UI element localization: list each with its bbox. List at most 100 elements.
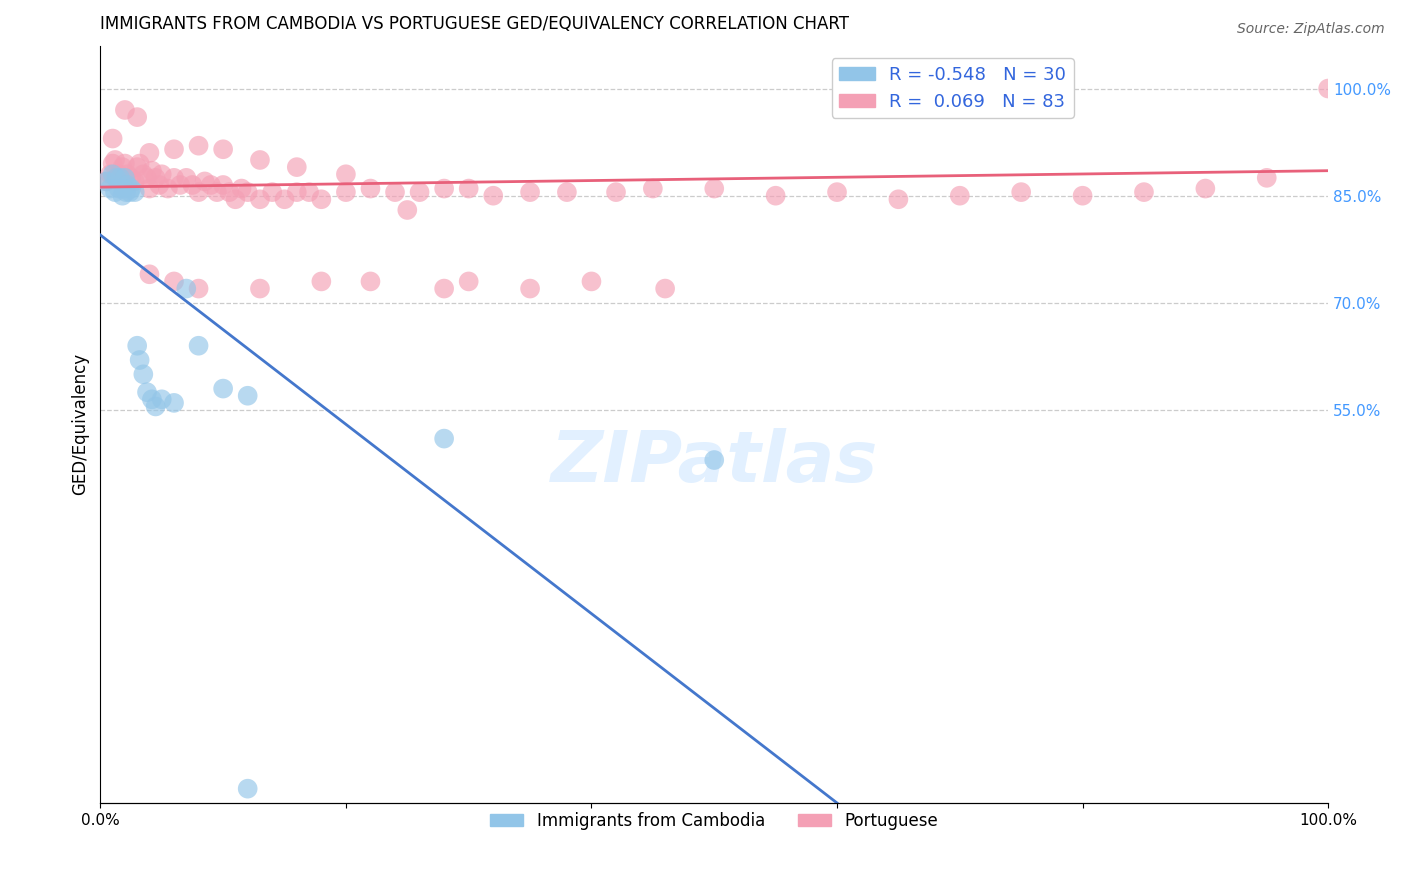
Legend: Immigrants from Cambodia, Portuguese: Immigrants from Cambodia, Portuguese: [484, 805, 945, 837]
Point: [311, 192, 333, 206]
Point: [519, 185, 541, 199]
Point: [127, 160, 149, 174]
Point: [156, 181, 179, 195]
Text: IMMIGRANTS FROM CAMBODIA VS PORTUGUESE GED/EQUIVALENCY CORRELATION CHART: IMMIGRANTS FROM CAMBODIA VS PORTUGUESE G…: [100, 15, 849, 33]
Point: [236, 185, 259, 199]
Point: [1071, 188, 1094, 202]
Point: [117, 167, 139, 181]
Point: [654, 282, 676, 296]
Point: [150, 392, 173, 407]
Y-axis label: GED/Equivalency: GED/Equivalency: [72, 353, 89, 495]
Point: [605, 185, 627, 199]
Point: [231, 181, 253, 195]
Point: [335, 185, 357, 199]
Point: [433, 181, 456, 195]
Point: [641, 181, 664, 195]
Point: [205, 185, 228, 199]
Point: [132, 368, 155, 382]
Point: [433, 432, 456, 446]
Point: [285, 160, 308, 174]
Point: [124, 174, 146, 188]
Point: [482, 188, 505, 202]
Point: [105, 170, 128, 185]
Point: [138, 181, 160, 195]
Point: [433, 282, 456, 296]
Point: [107, 167, 129, 181]
Point: [145, 170, 167, 185]
Point: [212, 142, 235, 156]
Point: [1010, 185, 1032, 199]
Point: [273, 192, 295, 206]
Point: [298, 185, 321, 199]
Point: [127, 110, 149, 124]
Point: [107, 181, 129, 195]
Point: [187, 185, 209, 199]
Point: [114, 103, 136, 117]
Point: [703, 453, 725, 467]
Point: [163, 275, 186, 289]
Point: [187, 282, 209, 296]
Point: [163, 142, 186, 156]
Point: [114, 156, 136, 170]
Point: [136, 170, 159, 185]
Point: [1133, 185, 1156, 199]
Point: [132, 167, 155, 181]
Point: [187, 138, 209, 153]
Point: [101, 156, 124, 170]
Point: [163, 396, 186, 410]
Point: [111, 160, 134, 174]
Point: [396, 202, 419, 217]
Point: [555, 185, 578, 199]
Point: [887, 192, 910, 206]
Point: [311, 275, 333, 289]
Point: [127, 339, 149, 353]
Point: [104, 185, 127, 199]
Point: [96, 174, 118, 188]
Point: [96, 174, 118, 188]
Point: [262, 185, 284, 199]
Point: [384, 185, 406, 199]
Point: [124, 185, 146, 199]
Point: [163, 170, 186, 185]
Point: [112, 181, 135, 195]
Point: [136, 385, 159, 400]
Point: [138, 267, 160, 281]
Point: [114, 170, 136, 185]
Point: [150, 167, 173, 181]
Point: [111, 188, 134, 202]
Point: [104, 153, 127, 167]
Point: [187, 339, 209, 353]
Point: [128, 353, 150, 368]
Point: [285, 185, 308, 199]
Point: [1194, 181, 1216, 195]
Point: [118, 185, 141, 199]
Point: [138, 145, 160, 160]
Point: [212, 178, 235, 192]
Point: [194, 174, 217, 188]
Point: [825, 185, 848, 199]
Point: [101, 131, 124, 145]
Point: [148, 178, 170, 192]
Point: [1317, 81, 1340, 95]
Point: [169, 178, 191, 192]
Text: ZIPatlas: ZIPatlas: [551, 427, 877, 497]
Point: [120, 170, 142, 185]
Point: [212, 382, 235, 396]
Point: [236, 389, 259, 403]
Point: [108, 170, 131, 185]
Point: [457, 275, 479, 289]
Point: [141, 392, 163, 407]
Point: [101, 167, 124, 181]
Point: [236, 781, 259, 796]
Point: [117, 178, 139, 192]
Point: [408, 185, 430, 199]
Point: [176, 170, 198, 185]
Point: [200, 178, 222, 192]
Point: [949, 188, 972, 202]
Point: [181, 178, 204, 192]
Point: [145, 400, 167, 414]
Point: [218, 185, 240, 199]
Point: [249, 153, 271, 167]
Point: [120, 181, 142, 195]
Point: [359, 275, 381, 289]
